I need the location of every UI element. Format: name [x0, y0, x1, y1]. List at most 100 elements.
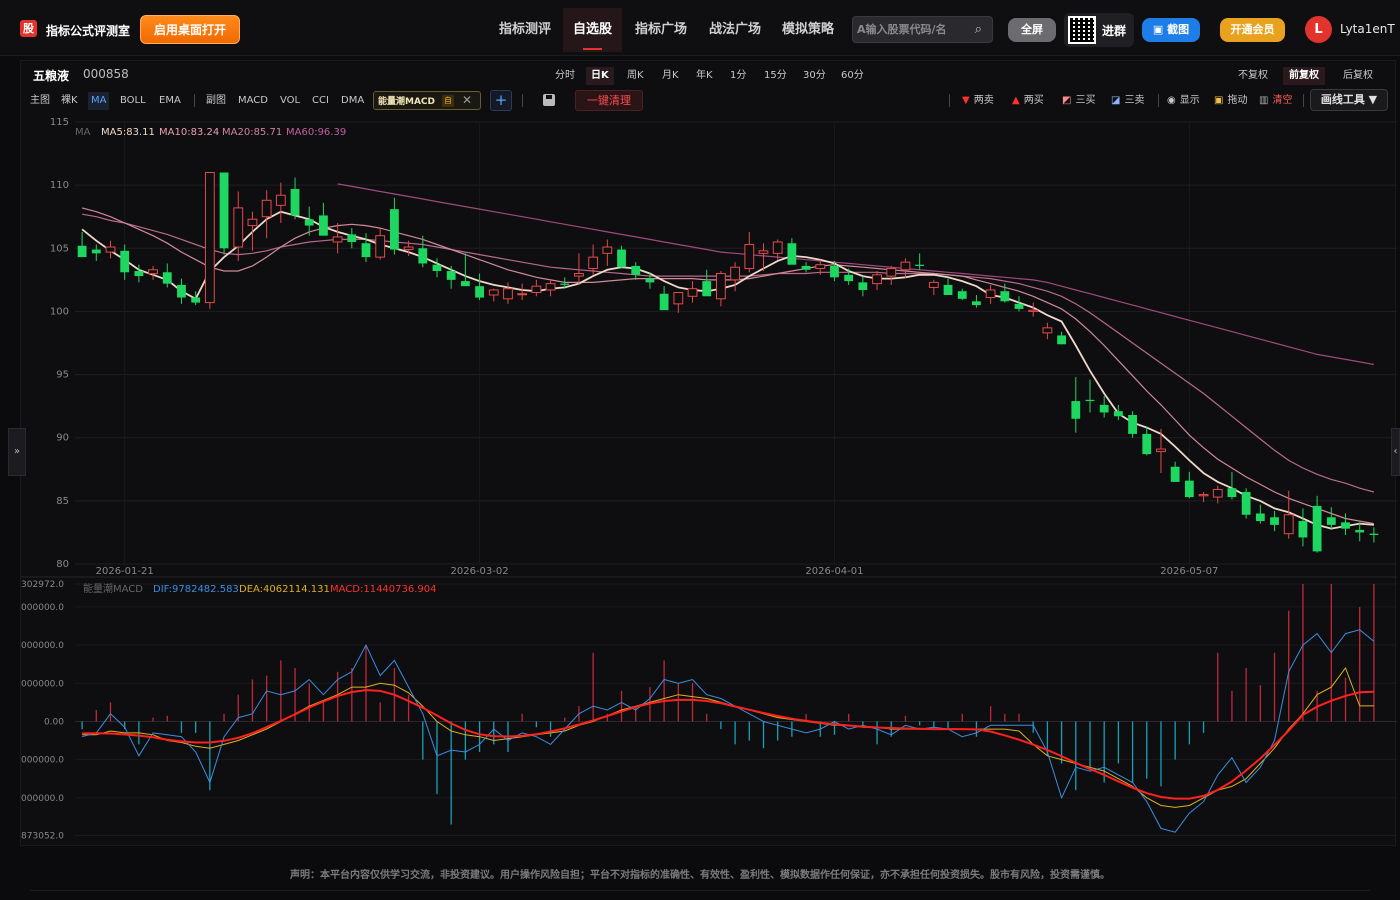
period-yearly[interactable]: 年K: [696, 70, 713, 81]
clear-all-button[interactable]: 一键清理: [575, 90, 643, 111]
candle-body: [1270, 517, 1279, 525]
ma10-legend: MA10:83.24: [159, 127, 219, 138]
close-icon[interactable]: ✕: [462, 93, 473, 107]
nav-indicator-review[interactable]: 指标测评: [498, 22, 551, 37]
candle-body: [801, 265, 811, 270]
disclaimer: 声明：本平台内容仅供学习交流，非投资建议。用户操作风险自担；平台不对指标的准确性…: [290, 870, 1110, 881]
expand-right-handle[interactable]: ‹: [1391, 428, 1400, 476]
tool-show[interactable]: ◉ 显示: [1167, 92, 1200, 110]
stock-search: ⌕: [852, 16, 993, 43]
price-tick-label: 105: [50, 243, 69, 254]
price-tick-label: 100: [50, 306, 69, 317]
expand-left-handle[interactable]: »: [8, 428, 26, 476]
price-tick-label: 115: [50, 117, 69, 128]
ma60-line: [337, 183, 1375, 366]
candle-body: [1071, 401, 1081, 419]
dif-legend: DIF:9782482.583: [153, 584, 239, 595]
join-group-label: 进群: [1102, 24, 1127, 38]
nav-strategy-square[interactable]: 战法广场: [708, 22, 761, 37]
period-monthly[interactable]: 月K: [662, 70, 679, 81]
candle-body: [120, 250, 130, 273]
nav-watchlist[interactable]: 自选股: [563, 8, 622, 52]
qr-code-icon: [1068, 16, 1096, 44]
tool-label: 清空: [1272, 95, 1293, 106]
custom-indicator-chip[interactable]: 能量潮MACD 自 ✕: [373, 91, 481, 110]
candle-body: [1312, 505, 1322, 552]
join-group-button[interactable]: 进群: [1064, 13, 1134, 47]
indicator-sub-chart[interactable]: 副图: [206, 95, 226, 106]
screenshot-button[interactable]: ▣ 截图: [1142, 18, 1200, 42]
dif-line: [81, 629, 1375, 833]
indicator-ema[interactable]: EMA: [159, 95, 181, 106]
tool-two-buy[interactable]: ▲ 两买: [1012, 92, 1044, 110]
candle-body: [1128, 414, 1137, 434]
sub-tick-label: -20000000.0: [21, 794, 64, 804]
adjust-none[interactable]: 不复权: [1238, 70, 1268, 81]
trash-icon: ▥: [1259, 95, 1269, 106]
indicator-main-chart[interactable]: 主图: [30, 95, 50, 106]
period-weekly[interactable]: 周K: [627, 70, 644, 81]
period-30min[interactable]: 30分: [803, 70, 826, 81]
tool-two-sell[interactable]: ▼ 两卖: [962, 92, 994, 110]
custom-indicator-label: 能量潮MACD: [378, 97, 435, 107]
period-15min[interactable]: 15分: [764, 70, 787, 81]
candle-body: [560, 283, 570, 285]
username[interactable]: Lyta1enT: [1340, 22, 1395, 36]
candle-body: [204, 172, 215, 304]
fullscreen-button[interactable]: 全屏: [1008, 18, 1056, 42]
save-icon[interactable]: [543, 94, 555, 106]
candle-body: [475, 286, 484, 298]
indicator-vol[interactable]: VOL: [280, 95, 301, 106]
candle-body: [574, 273, 584, 277]
period-1min[interactable]: 1分: [730, 70, 747, 81]
add-indicator-button[interactable]: +: [490, 90, 512, 111]
period-timeshare[interactable]: 分时: [555, 70, 575, 81]
adjust-forward[interactable]: 前复权: [1283, 67, 1325, 85]
indicator-ma[interactable]: MA: [88, 92, 110, 110]
candle-body: [1326, 517, 1336, 525]
period-60min[interactable]: 60分: [841, 70, 864, 81]
line-chart-icon: ◪: [1111, 95, 1121, 106]
indicator-cci[interactable]: CCI: [312, 95, 329, 106]
vip-button[interactable]: 开通会员: [1220, 18, 1285, 42]
candle-body: [446, 271, 456, 280]
candle-body: [488, 289, 499, 296]
screenshot-label: 截图: [1167, 23, 1190, 36]
search-icon[interactable]: ⌕: [974, 22, 982, 37]
nav-simulation-strategy[interactable]: 模拟策略: [781, 22, 834, 37]
drawing-tools-dropdown[interactable]: 画线工具 ▼: [1310, 89, 1388, 111]
indicator-bare-k[interactable]: 裸K: [61, 95, 78, 106]
kline-chart[interactable]: 80 85 90 95 100 105 110 115 2026-01-21 2026-03-0…: [21, 114, 1397, 847]
logo-badge: 股: [20, 20, 37, 37]
period-daily[interactable]: 日K: [586, 67, 614, 85]
candle-body: [347, 234, 357, 242]
stock-search-input[interactable]: [857, 17, 969, 42]
avatar[interactable]: L: [1305, 16, 1332, 43]
candle-body: [1085, 399, 1095, 402]
candle-body: [247, 218, 258, 227]
candle-body: [772, 241, 783, 254]
tool-drag[interactable]: ▣ 拖动: [1214, 92, 1247, 110]
nav-indicator-square[interactable]: 指标广场: [634, 22, 687, 37]
price-tick-label: 95: [56, 370, 69, 381]
tool-three-sell[interactable]: ◪ 三卖: [1111, 92, 1144, 110]
ma-legend-title: MA: [75, 127, 91, 138]
indicator-dma[interactable]: DMA: [341, 95, 365, 106]
candle-body: [716, 273, 726, 300]
candle-body: [1099, 404, 1109, 413]
tool-clear[interactable]: ▥ 清空: [1259, 92, 1292, 110]
divider: [522, 94, 523, 107]
desktop-open-button[interactable]: 启用桌面打开: [140, 15, 240, 44]
candle-body: [702, 281, 712, 297]
indicator-boll[interactable]: BOLL: [120, 95, 146, 106]
candle-body: [787, 243, 797, 265]
adjust-backward[interactable]: 后复权: [1343, 70, 1373, 81]
triangle-down-icon: ▼: [962, 95, 970, 106]
date-tick-label: 2026-04-01: [805, 566, 863, 577]
candle-body: [730, 266, 740, 281]
tool-three-buy[interactable]: ◩ 三买: [1062, 92, 1095, 110]
divider: [194, 94, 195, 107]
indicator-macd[interactable]: MACD: [238, 95, 268, 106]
candle-body: [1057, 335, 1066, 345]
candle-body: [148, 269, 158, 275]
